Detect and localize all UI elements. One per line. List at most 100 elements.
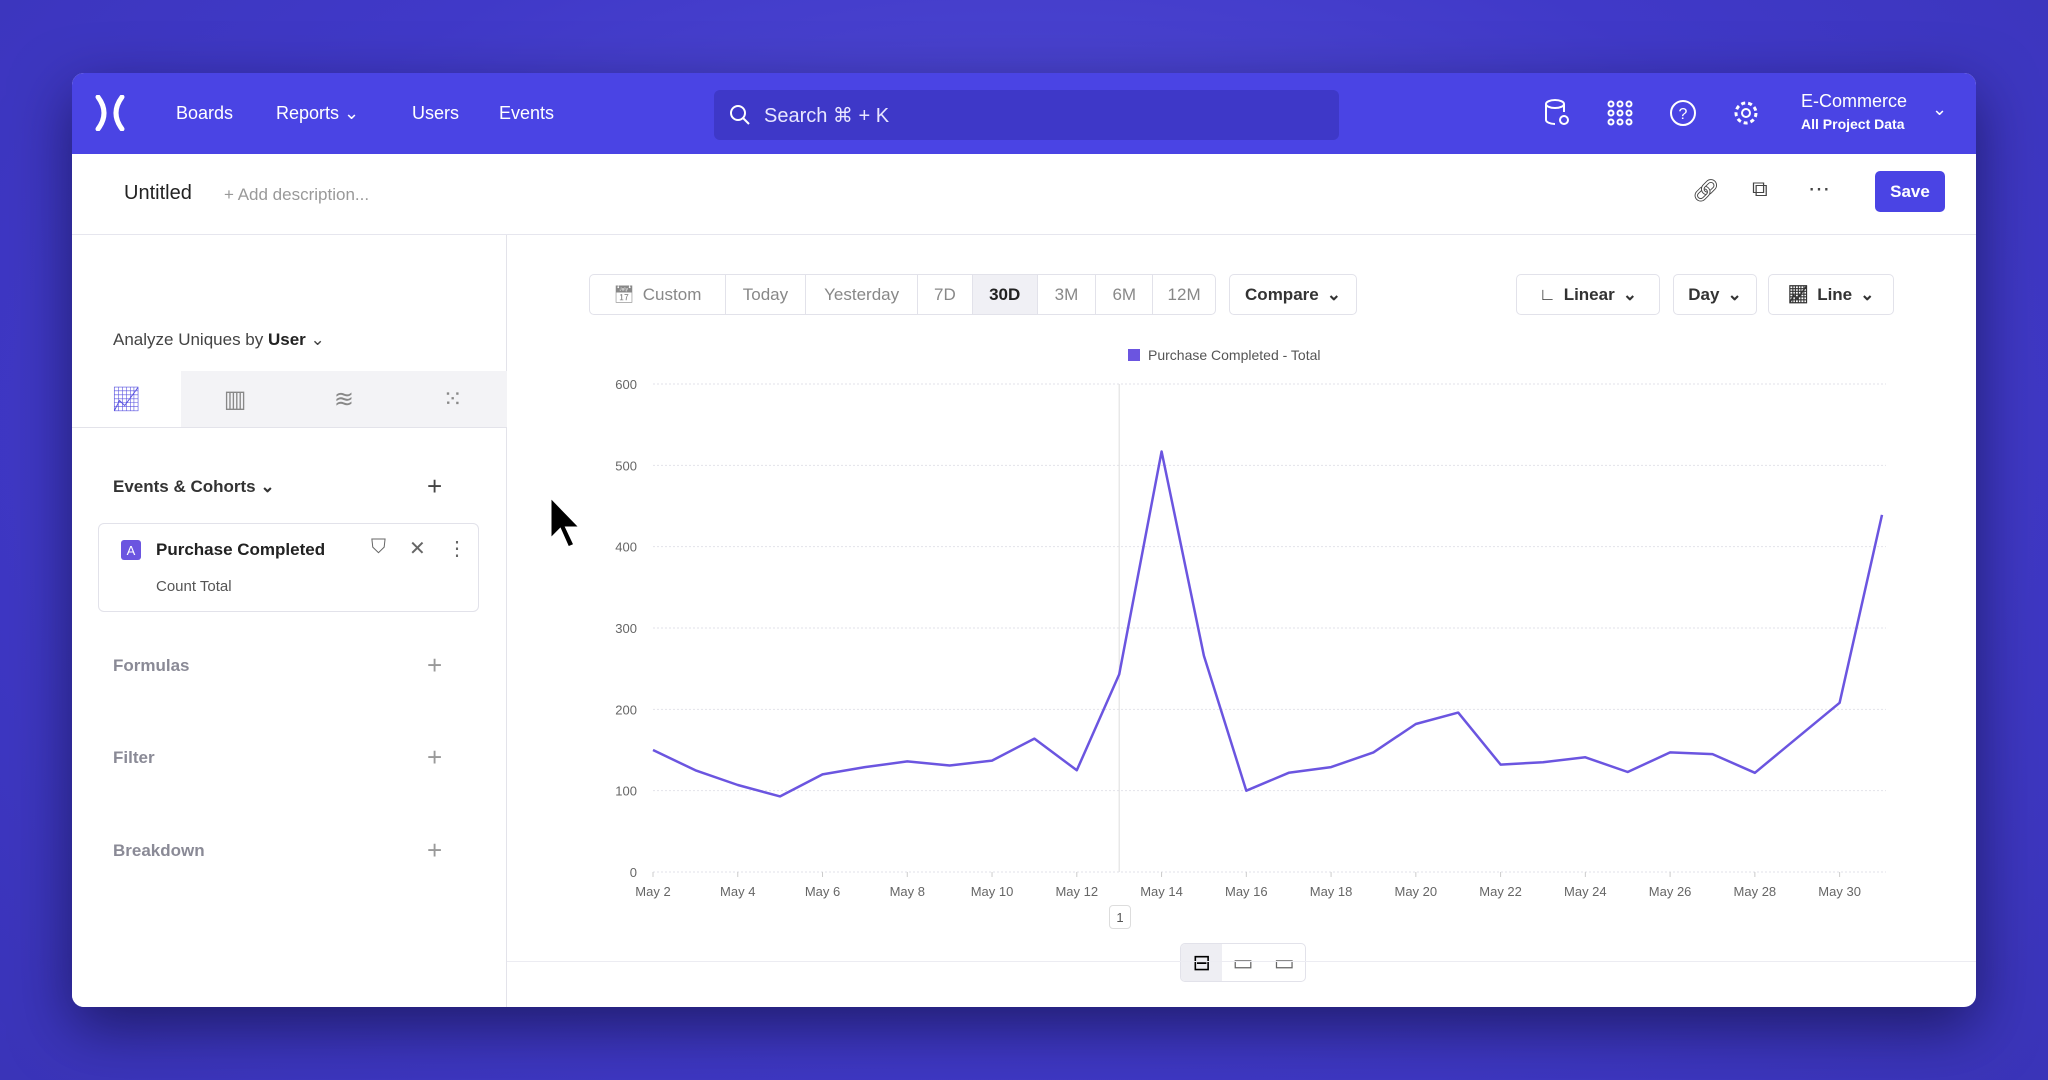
data-point[interactable]	[1242, 787, 1250, 795]
data-point[interactable]	[861, 763, 869, 771]
data-point[interactable]	[691, 766, 699, 774]
events-title: Events & Cohorts	[113, 477, 256, 496]
range-12m[interactable]: 12M	[1167, 284, 1201, 304]
data-point[interactable]	[1115, 670, 1123, 678]
data-point[interactable]	[1581, 753, 1589, 761]
add-filter-icon[interactable]: +	[427, 742, 443, 772]
database-icon[interactable]	[1541, 97, 1573, 129]
legend-swatch	[1128, 349, 1140, 361]
analyze-label: Analyze Uniques by	[113, 330, 264, 349]
range-custom[interactable]: 📅︎ Custom	[590, 275, 726, 314]
y-tick-label: 0	[630, 865, 637, 880]
report-title[interactable]: Untitled	[124, 182, 192, 204]
series-line[interactable]	[652, 450, 1884, 798]
data-point[interactable]	[1793, 734, 1801, 742]
data-point[interactable]	[946, 761, 954, 769]
line-chart: Purchase Completed - Total 0 100 200 300 400…	[615, 347, 1886, 899]
more-icon[interactable]: ⋯	[1808, 176, 1830, 201]
data-point[interactable]	[776, 792, 784, 800]
add-event-icon[interactable]: +	[427, 471, 443, 501]
split-layout-icon[interactable]: ⊟	[1181, 944, 1223, 981]
events-cohorts-title[interactable]: Events & Cohorts ⌄	[113, 477, 275, 497]
project-selector[interactable]: E-Commerce All Project Data	[1801, 91, 1907, 132]
help-icon[interactable]: ?	[1667, 97, 1699, 129]
data-point[interactable]	[903, 757, 911, 765]
event-card[interactable]: A Purchase Completed Count Total ⛉ ✕ ⋮	[98, 523, 479, 612]
flows-tab-icon[interactable]: ≋	[333, 385, 354, 413]
data-point[interactable]	[1708, 750, 1716, 758]
apps-grid-icon[interactable]	[1604, 97, 1636, 129]
data-point[interactable]	[1751, 769, 1759, 777]
retention-tab-icon[interactable]: ⁙	[442, 385, 463, 413]
data-point[interactable]	[1030, 735, 1038, 743]
funnel-tab-icon[interactable]: ▥	[223, 385, 247, 413]
data-point[interactable]	[819, 770, 827, 778]
link-icon[interactable]: 🔗︎	[1692, 178, 1720, 203]
interval-dropdown[interactable]: Day ⌄	[1673, 274, 1757, 315]
data-point[interactable]	[649, 746, 657, 754]
data-point[interactable]	[988, 757, 996, 765]
filter-icon[interactable]: ⛉	[371, 536, 386, 558]
add-description[interactable]: + Add description...	[224, 185, 370, 204]
divider	[507, 961, 1976, 962]
nav-reports-label: Reports	[276, 103, 340, 123]
data-point[interactable]	[1327, 763, 1335, 771]
annotation-marker[interactable]: 1	[1109, 905, 1131, 929]
data-point[interactable]	[1666, 748, 1674, 756]
range-30d[interactable]: 30D	[972, 275, 1038, 314]
data-point[interactable]	[1200, 652, 1208, 660]
data-point[interactable]	[734, 781, 742, 789]
range-yesterday[interactable]: Yesterday	[806, 275, 918, 314]
x-tick-label: May 8	[890, 884, 925, 899]
data-point[interactable]	[1624, 768, 1632, 776]
data-point[interactable]	[1285, 769, 1293, 777]
x-tick-label: May 26	[1649, 884, 1692, 899]
layout-toggle: ⊟ ▭ ▭	[1180, 943, 1306, 982]
data-point[interactable]	[1412, 720, 1420, 728]
duplicate-icon[interactable]: ⧉	[1752, 176, 1768, 201]
settings-gear-icon[interactable]	[1730, 97, 1762, 129]
range-6m[interactable]: 6M	[1096, 275, 1154, 314]
add-formula-icon[interactable]: +	[427, 650, 443, 680]
chart-type-dropdown[interactable]: 📈︎ Line ⌄	[1768, 274, 1894, 315]
range-today[interactable]: Today	[726, 275, 807, 314]
data-point[interactable]	[1539, 758, 1547, 766]
search-input[interactable]: Search ⌘ + K	[714, 90, 1339, 140]
y-tick-label: 300	[615, 621, 637, 636]
data-point[interactable]	[1878, 511, 1886, 519]
kebab-menu-icon[interactable]: ⋮	[447, 538, 467, 560]
close-icon[interactable]: ✕	[409, 538, 426, 560]
data-point[interactable]	[1073, 766, 1081, 774]
data-point[interactable]	[1836, 699, 1844, 707]
data-point[interactable]	[1497, 761, 1505, 769]
nav-users[interactable]: Users	[412, 103, 460, 123]
logo-icon[interactable]	[94, 95, 126, 131]
event-name[interactable]: Purchase Completed	[156, 540, 326, 559]
scale-dropdown[interactable]: ∟ Linear ⌄	[1516, 274, 1660, 315]
data-point[interactable]	[1454, 709, 1462, 717]
event-measure[interactable]: Count Total	[156, 578, 232, 595]
nav-events[interactable]: Events	[499, 103, 555, 123]
range-3m[interactable]: 3M	[1038, 275, 1097, 314]
add-breakdown-icon[interactable]: +	[427, 835, 443, 865]
app-window: Boards Reports ⌄ Users Events Search ⌘ +…	[72, 73, 1976, 1007]
data-point[interactable]	[1158, 448, 1166, 456]
compare-button[interactable]: Compare ⌄	[1229, 274, 1357, 315]
analyze-by[interactable]: Analyze Uniques by User ⌄	[113, 330, 325, 350]
y-tick-label: 200	[615, 702, 637, 717]
legend-label[interactable]: Purchase Completed - Total	[1148, 347, 1321, 363]
nav-boards[interactable]: Boards	[176, 103, 234, 123]
insights-tab-icon[interactable]: 📈︎	[72, 371, 181, 427]
save-button[interactable]: Save	[1875, 171, 1945, 212]
search-placeholder: Search ⌘ + K	[764, 104, 890, 127]
chevron-down-icon: ⌄	[1622, 284, 1637, 304]
nav-reports[interactable]: Reports ⌄	[276, 103, 359, 124]
chart-only-layout-icon[interactable]: ▭	[1232, 949, 1254, 975]
axis-icon: ∟	[1539, 284, 1556, 304]
range-7d[interactable]: 7D	[918, 275, 973, 314]
chevron-down-icon: ⌄	[310, 330, 325, 349]
x-tick-label: May 24	[1564, 884, 1607, 899]
table-only-layout-icon[interactable]: ▭	[1273, 949, 1295, 975]
data-point[interactable]	[1369, 748, 1377, 756]
x-tick-label: May 22	[1479, 884, 1522, 899]
